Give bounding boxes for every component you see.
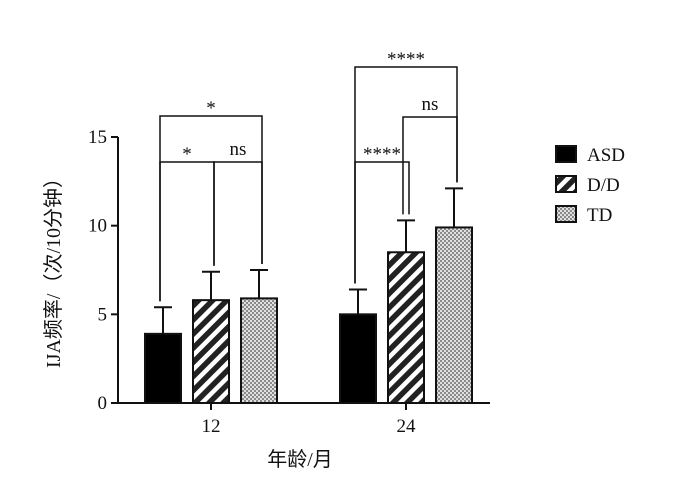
y-axis: 0 5 10 15 xyxy=(88,127,119,414)
significance-bracket xyxy=(354,66,458,284)
x-tick-label: 24 xyxy=(397,416,417,437)
x-axis-label: 年龄/月 xyxy=(267,448,333,471)
significance-bracket xyxy=(159,115,263,302)
legend-swatch xyxy=(555,205,577,223)
y-tick-label: 0 xyxy=(98,393,108,414)
legend-swatch xyxy=(555,175,577,193)
y-tick-label: 10 xyxy=(88,216,107,237)
bars xyxy=(144,187,473,405)
significance-label: **** xyxy=(363,144,401,165)
x-tick-label: 12 xyxy=(202,416,221,437)
y-tick-label: 5 xyxy=(98,304,108,325)
x-axis: 12 24 xyxy=(118,402,490,437)
significance-bracket xyxy=(213,161,263,266)
legend-swatch xyxy=(555,145,577,163)
bar-td-24 xyxy=(435,226,473,404)
legend-label: D/D xyxy=(587,175,620,196)
legend-label: TD xyxy=(587,205,612,226)
legend-label: ASD xyxy=(587,145,625,166)
significance-label: ns xyxy=(422,94,439,115)
significance-bracket xyxy=(402,116,458,215)
legend: ASD D/D TD xyxy=(555,145,625,226)
bar-asd-12 xyxy=(144,332,182,404)
bar-td-12 xyxy=(240,297,278,404)
significance-label: * xyxy=(206,98,216,119)
significance-label: * xyxy=(182,144,192,165)
bar-asd-24 xyxy=(339,313,377,405)
y-tick-label: 15 xyxy=(88,127,107,148)
significance-label: **** xyxy=(387,49,425,70)
significance-label: ns xyxy=(230,139,247,160)
bar-dd-24 xyxy=(387,251,425,404)
significance-annotations: * ns*****ns**** xyxy=(159,49,458,302)
bar-dd-12 xyxy=(192,299,230,404)
y-axis-label: IJA频率/（次/10分钟） xyxy=(42,168,65,368)
significance-bracket xyxy=(159,161,215,302)
